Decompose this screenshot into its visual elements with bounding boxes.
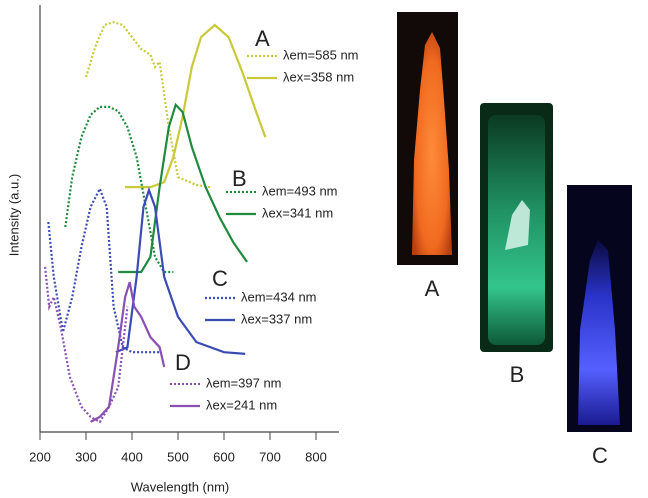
legend-label: λem=493 nm xyxy=(262,183,338,198)
line-series xyxy=(118,105,247,272)
photo-a xyxy=(397,12,458,265)
curve-group-label: D xyxy=(175,350,191,375)
photo-label: B xyxy=(510,362,525,387)
x-tick-label: 700 xyxy=(259,449,281,464)
legend-label: λem=397 nm xyxy=(206,375,282,390)
photo-label: C xyxy=(592,443,608,468)
x-tick-label: 500 xyxy=(167,449,189,464)
legend-label: λex=337 nm xyxy=(241,311,312,326)
legend-label: λex=358 nm xyxy=(283,69,354,84)
x-axis-label: Wavelength (nm) xyxy=(131,479,230,494)
legend-label: λex=241 nm xyxy=(206,397,277,412)
x-tick-label: 200 xyxy=(29,449,51,464)
photo-label: A xyxy=(425,276,440,301)
x-tick-label: 400 xyxy=(121,449,143,464)
curve-group-label: C xyxy=(212,266,228,291)
photo-c xyxy=(567,185,632,432)
x-tick-label: 800 xyxy=(305,449,327,464)
legend-label: λex=341 nm xyxy=(262,205,333,220)
x-tick-label: 300 xyxy=(75,449,97,464)
legend-label: λem=585 nm xyxy=(283,47,359,62)
figure: Wavelength (nm) Intensity (a.u.) A B C 2… xyxy=(0,0,648,498)
curve-group-label: B xyxy=(232,166,247,191)
line-series xyxy=(45,267,127,422)
line-series xyxy=(125,25,265,187)
photo-b xyxy=(480,103,553,352)
y-axis-label: Intensity (a.u.) xyxy=(6,174,21,256)
line-series xyxy=(86,22,210,187)
x-tick-label: 600 xyxy=(213,449,235,464)
curve-group-label: A xyxy=(255,26,270,51)
legend-label: λem=434 nm xyxy=(241,289,317,304)
